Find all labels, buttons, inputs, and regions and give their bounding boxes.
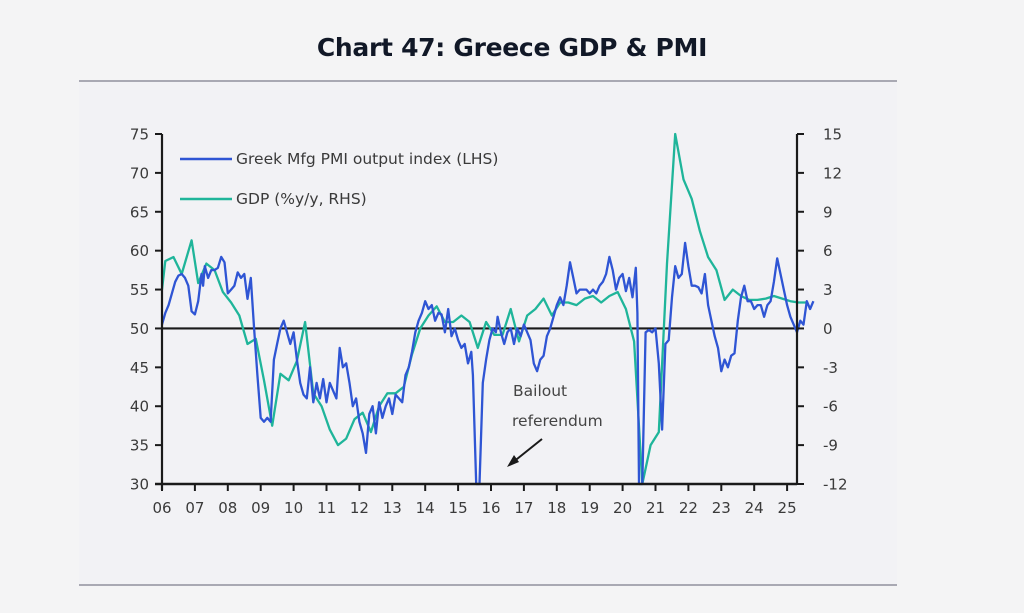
x-axis-tick-label: 16 — [481, 499, 500, 517]
x-axis-tick-label: 06 — [152, 499, 171, 517]
legend: Greek Mfg PMI output index (LHS) GDP (%y… — [180, 150, 498, 208]
left-axis-tick-label: 35 — [130, 437, 149, 455]
x-axis-tick-label: 18 — [547, 499, 566, 517]
left-axis-tick-label: 40 — [130, 398, 149, 416]
legend-label-gdp: GDP (%y/y, RHS) — [236, 190, 367, 208]
right-axis-tick-label: 12 — [823, 164, 842, 182]
x-axis-tick-label: 09 — [251, 499, 270, 517]
x-axis-tick-label: 14 — [416, 499, 435, 517]
x-axis-tick-label: 19 — [580, 499, 599, 517]
x-axis-tick-label: 20 — [613, 499, 632, 517]
left-axis-tick-label: 60 — [130, 242, 149, 260]
right-axis-tick-label: -12 — [823, 476, 848, 494]
x-axis-tick-label: 21 — [646, 499, 665, 517]
x-axis-tick-label: 11 — [317, 499, 336, 517]
gdp-line — [160, 132, 807, 486]
left-axis-tick-label: 30 — [130, 476, 149, 494]
annotation-arrow-shaft — [511, 438, 543, 464]
x-axis-tick-label: 24 — [745, 499, 764, 517]
left-axis-tick-label: 65 — [130, 203, 149, 221]
annotation-arrow-head — [507, 455, 519, 467]
x-axis-tick-label: 10 — [284, 499, 303, 517]
left-axis-tick-label: 70 — [130, 164, 149, 182]
annotation-bailout-referendum: Bailout referendum — [507, 382, 603, 467]
x-axis-tick-label: 17 — [514, 499, 533, 517]
series-layer — [160, 132, 815, 486]
x-axis-tick-label: 13 — [383, 499, 402, 517]
x-axis-tick-label: 08 — [218, 499, 237, 517]
left-axis-tick-label: 45 — [130, 359, 149, 377]
chart-panel — [79, 82, 897, 584]
chart-title: Chart 47: Greece GDP & PMI — [316, 33, 708, 62]
right-axis-tick-label: 9 — [823, 203, 833, 221]
title-divider — [79, 80, 897, 82]
right-axis-tick-label: -9 — [823, 437, 838, 455]
right-axis-tick-label: 0 — [823, 320, 833, 338]
x-axis-tick-label: 12 — [350, 499, 369, 517]
bottom-divider — [79, 584, 897, 586]
right-axis-tick-label: 15 — [823, 126, 842, 144]
legend-label-pmi: Greek Mfg PMI output index (LHS) — [236, 150, 498, 168]
x-axis-tick-label: 15 — [449, 499, 468, 517]
right-axis-tick-label: 3 — [823, 281, 833, 299]
x-axis-tick-label: 22 — [679, 499, 698, 517]
right-axis-tick-label: -6 — [823, 398, 838, 416]
pmi-line — [160, 241, 815, 486]
right-axis-tick-label: 6 — [823, 242, 833, 260]
annotation-line-1: Bailout — [513, 382, 567, 400]
x-axis-tick-label: 23 — [712, 499, 731, 517]
x-axis-tick-label: 07 — [185, 499, 204, 517]
left-axis-tick-label: 50 — [130, 320, 149, 338]
left-axis-tick-label: 55 — [130, 281, 149, 299]
left-axis-tick-label: 75 — [130, 126, 149, 144]
x-axis-tick-label: 25 — [778, 499, 797, 517]
right-axis-tick-label: -3 — [823, 359, 838, 377]
annotation-line-2: referendum — [512, 412, 603, 430]
